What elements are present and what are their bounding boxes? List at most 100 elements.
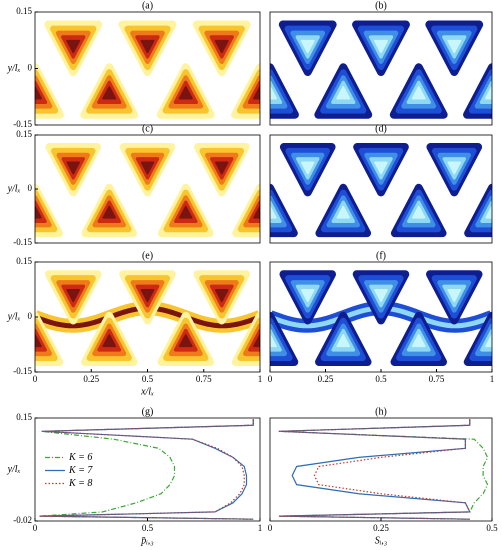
field-plot bbox=[270, 20, 492, 119]
x-tick-label: 0.25 bbox=[318, 374, 334, 384]
vortex bbox=[102, 86, 117, 100]
y-tick-label: 0.15 bbox=[16, 129, 32, 139]
x-tick-label: 1 bbox=[258, 523, 263, 533]
x-tick-label: 0 bbox=[33, 523, 38, 533]
axes-frame bbox=[269, 11, 493, 126]
y-axis-label: y/lₓ bbox=[7, 183, 21, 194]
x-axis-label: x/lₓ bbox=[140, 386, 154, 397]
vortex bbox=[411, 86, 426, 100]
vortex bbox=[178, 334, 193, 348]
panel-title: (e) bbox=[142, 250, 153, 261]
legend-label: K = 6 bbox=[68, 452, 92, 463]
x-tick-label: 0 bbox=[268, 523, 273, 533]
y-axis-label: y/lₓ bbox=[7, 63, 21, 74]
axes-frame bbox=[269, 134, 493, 244]
panel-title: (h) bbox=[375, 406, 387, 417]
vortex bbox=[336, 334, 351, 348]
vortex bbox=[374, 39, 388, 54]
y-axis-label: y/lₓ bbox=[7, 464, 21, 475]
vortex bbox=[35, 86, 42, 100]
y-tick-label: 0 bbox=[28, 183, 33, 193]
vortex bbox=[485, 86, 492, 100]
panel-title: (f) bbox=[376, 250, 386, 261]
y-tick-label: 0.15 bbox=[16, 412, 32, 422]
y-tick-label: 0.15 bbox=[16, 256, 32, 266]
y-axis-label: y/lₓ bbox=[7, 311, 21, 322]
x-tick-label: 0.25 bbox=[373, 523, 389, 533]
vortex bbox=[300, 39, 315, 54]
x-tick-label: 0.75 bbox=[429, 374, 445, 384]
y-tick-label: 0 bbox=[28, 311, 33, 321]
x-axis-label: p̄ᵢ,₃ bbox=[140, 535, 154, 546]
panel-title: (g) bbox=[142, 406, 154, 417]
vortex bbox=[374, 161, 388, 175]
vortex bbox=[270, 86, 277, 100]
vortex bbox=[485, 334, 492, 348]
field-plot bbox=[270, 142, 492, 238]
legend-label: K = 7 bbox=[68, 465, 93, 476]
panel-title: (a) bbox=[142, 0, 153, 11]
x-tick-label: 1 bbox=[490, 374, 495, 384]
field-plot bbox=[35, 270, 260, 366]
vortex bbox=[301, 161, 315, 175]
line bbox=[278, 419, 489, 520]
field-plot bbox=[35, 20, 260, 119]
vortex bbox=[447, 39, 462, 54]
x-tick-label: 0 bbox=[33, 374, 38, 384]
panel-title: (d) bbox=[375, 123, 387, 134]
vortex bbox=[140, 39, 155, 54]
vortex bbox=[66, 289, 81, 303]
vortex bbox=[178, 86, 193, 100]
x-tick-label: 0.5 bbox=[142, 523, 154, 533]
y-tick-label: 0 bbox=[28, 63, 33, 73]
y-tick-label: -0.15 bbox=[13, 119, 32, 129]
y-tick-label: -0.15 bbox=[13, 366, 32, 376]
field-plot bbox=[270, 270, 492, 366]
vortex bbox=[300, 289, 315, 303]
line bbox=[278, 419, 471, 520]
vortex bbox=[140, 161, 155, 175]
panel-title: (c) bbox=[142, 123, 153, 134]
x-tick-label: 0 bbox=[268, 374, 273, 384]
vortex bbox=[253, 334, 260, 348]
y-tick-label: -0.02 bbox=[13, 515, 32, 525]
vortex bbox=[253, 205, 260, 219]
vortex bbox=[214, 289, 229, 303]
vortex bbox=[336, 205, 350, 219]
vortex bbox=[270, 205, 277, 219]
vortex bbox=[447, 289, 462, 303]
vortex bbox=[102, 334, 117, 348]
y-tick-label: 0.15 bbox=[16, 6, 32, 16]
vortex bbox=[35, 334, 42, 348]
vortex bbox=[35, 205, 42, 219]
vortex bbox=[253, 86, 260, 100]
x-axis-label: Sᵢ,₃ bbox=[375, 535, 388, 546]
legend-label: K = 8 bbox=[68, 478, 92, 489]
x-tick-label: 0.5 bbox=[486, 523, 498, 533]
vortex bbox=[374, 289, 388, 303]
vortex bbox=[270, 334, 277, 348]
panel-title: (b) bbox=[375, 0, 387, 11]
axes-frame bbox=[269, 417, 493, 522]
vortex bbox=[412, 205, 426, 219]
vortex bbox=[485, 205, 492, 219]
vortex bbox=[214, 39, 229, 54]
vortex bbox=[102, 205, 116, 219]
vortex bbox=[447, 161, 461, 175]
vortex bbox=[411, 334, 426, 348]
vortex bbox=[66, 39, 81, 54]
x-tick-label: 0.5 bbox=[142, 374, 154, 384]
vortex bbox=[215, 161, 229, 175]
x-tick-label: 0.25 bbox=[83, 374, 99, 384]
y-tick-label: -0.15 bbox=[13, 237, 32, 247]
vortex bbox=[336, 86, 351, 100]
field-plot bbox=[35, 142, 260, 238]
vortex bbox=[179, 205, 193, 219]
line bbox=[39, 419, 254, 520]
line bbox=[278, 419, 471, 520]
vortex bbox=[140, 289, 155, 303]
x-tick-label: 1 bbox=[258, 374, 263, 384]
x-tick-label: 0.75 bbox=[196, 374, 212, 384]
vortex bbox=[66, 161, 80, 175]
